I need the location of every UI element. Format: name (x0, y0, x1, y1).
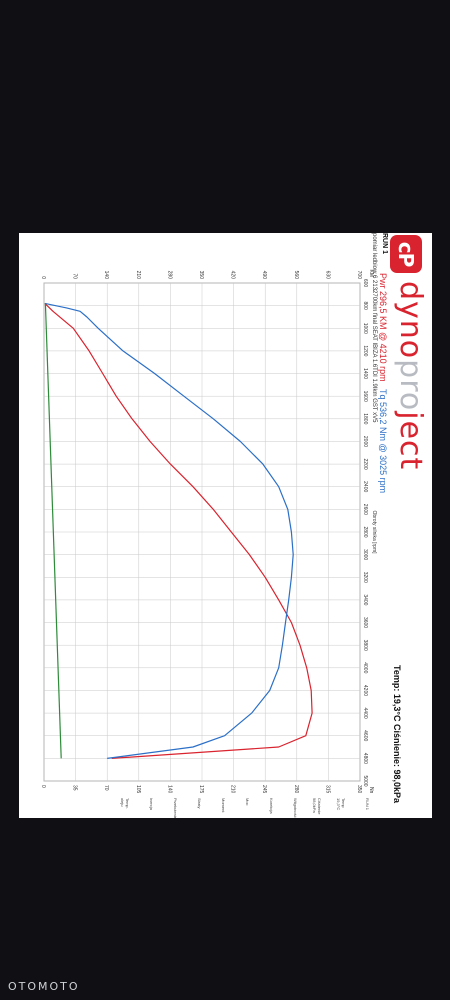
dyno-sheet: cP dynoproject RUN 1 Pwr 296,5 KM @ 4210… (19, 233, 432, 818)
x-tick-label: 1600 (362, 391, 368, 402)
y-tick-label-right: 0 (40, 785, 46, 788)
series-line-tq (44, 302, 294, 759)
y-tick-label-right: 175 (198, 785, 204, 793)
x-tick-label: 4800 (362, 753, 368, 764)
y-tick-label-right: 105 (135, 785, 141, 793)
y-axis-label-left: KM (368, 270, 374, 278)
y-tick-label-left: 560 (293, 271, 299, 280)
x-tick-label: 4000 (362, 662, 368, 673)
x-tick-label: 3200 (362, 572, 368, 583)
x-axis-label: Obroty silnika [rpm] (371, 510, 377, 554)
side-panel-row: Wilgotność (293, 798, 298, 818)
x-tick-label: 4400 (362, 708, 368, 719)
y-tick-label-right: 70 (103, 785, 109, 791)
y-tick-label-right: 280 (293, 785, 299, 793)
side-panel-row: Straty (197, 798, 202, 809)
watermark-logo: OTOMOTO (8, 980, 80, 993)
x-tick-label: 800 (362, 301, 368, 310)
y-tick-label-left: 280 (166, 271, 172, 280)
x-tick-label: 4600 (362, 730, 368, 741)
x-tick-label: 2800 (362, 526, 368, 537)
series-line-loss (44, 303, 62, 759)
side-panel-row: Temp. oleju (120, 798, 130, 809)
y-tick-label-right: 210 (230, 785, 236, 793)
y-axis-label-right: Nm (368, 787, 374, 793)
y-tick-label-left: 70 (72, 273, 78, 279)
side-panel-row: Inercja (149, 798, 154, 811)
y-tick-label-right: 35 (72, 785, 78, 791)
x-tick-label: 2000 (362, 436, 368, 447)
side-panel-row: Moc (245, 798, 250, 806)
x-tick-label: 2600 (362, 504, 368, 515)
x-tick-label: 2200 (362, 459, 368, 470)
y-tick-label-left: 210 (135, 271, 141, 280)
x-tick-label: 1800 (362, 413, 368, 424)
x-tick-label: 3600 (362, 617, 368, 628)
x-tick-label: 2400 (362, 481, 368, 492)
x-tick-label: 1000 (362, 323, 368, 334)
y-tick-label-left: 140 (103, 271, 109, 280)
x-tick-label: 1200 (362, 345, 368, 356)
side-panel-row: RUN 1 (365, 798, 370, 811)
y-tick-label-left: 420 (230, 271, 236, 280)
side-panel-row: Moment (221, 798, 226, 813)
side-panel-row: Temp 19,3°C (336, 798, 346, 811)
x-tick-label: 1400 (362, 368, 368, 379)
x-tick-label: 600 (362, 279, 368, 288)
y-tick-label-right: 245 (261, 785, 267, 793)
x-tick-label: 3400 (362, 594, 368, 605)
x-tick-label: 5000 (362, 775, 368, 786)
rotated-report: cP dynoproject RUN 1 Pwr 296,5 KM @ 4210… (19, 233, 432, 818)
y-tick-label-left: 0 (40, 276, 46, 279)
y-tick-label-right: 350 (356, 785, 362, 793)
side-panel-row: Ciśnienie 98,0kPa (312, 798, 322, 815)
series-line-pwr (44, 302, 313, 759)
y-tick-label-left: 490 (261, 271, 267, 280)
side-panel-row: Przełożenie (173, 798, 178, 818)
y-tick-label-right: 140 (166, 785, 172, 793)
y-tick-label-left: 350 (198, 271, 204, 280)
y-tick-label-right: 315 (324, 785, 330, 793)
x-tick-label: 4200 (362, 685, 368, 696)
y-tick-label-left: 700 (356, 271, 362, 280)
x-tick-label: 3800 (362, 640, 368, 651)
side-panel-row: Korekcja (269, 798, 274, 814)
x-tick-label: 3000 (362, 549, 368, 560)
y-tick-label-left: 630 (324, 271, 330, 280)
dyno-chart: 6008001000120014001600180020002200240026… (40, 270, 377, 794)
side-panel: RUN 1 Temp 19,3°C Ciśnienie 98,0kPa Wilgotn… (106, 798, 370, 818)
